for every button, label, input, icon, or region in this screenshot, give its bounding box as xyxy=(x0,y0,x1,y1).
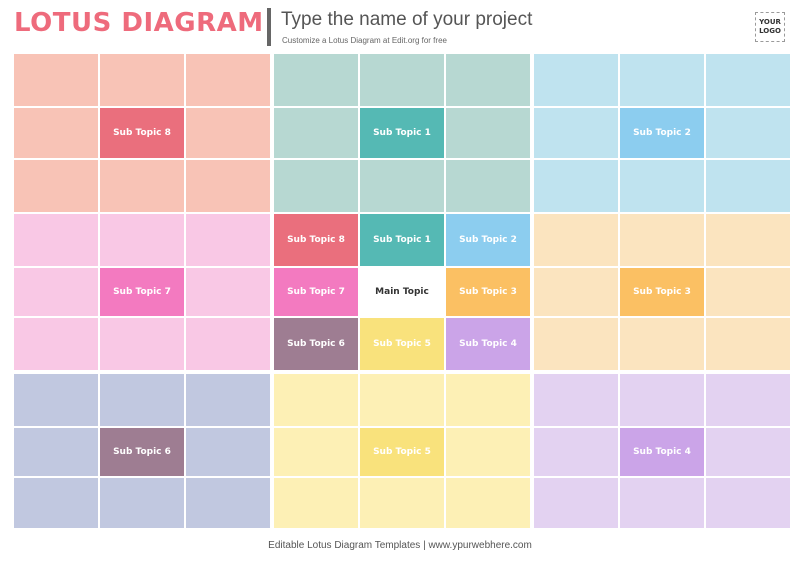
logo-text-line1: YOUR xyxy=(759,18,781,26)
block-center-topic[interactable]: Sub Topic 5 xyxy=(360,428,444,476)
idea-cell[interactable] xyxy=(100,54,184,106)
center-subtopic[interactable]: Sub Topic 7 xyxy=(274,268,358,316)
block-center-topic[interactable]: Sub Topic 1 xyxy=(360,108,444,158)
idea-cell[interactable] xyxy=(14,160,98,212)
footer-text: Editable Lotus Diagram Templates | www.y… xyxy=(268,540,532,551)
idea-cell[interactable] xyxy=(274,428,358,476)
idea-cell[interactable] xyxy=(706,478,790,528)
idea-cell[interactable] xyxy=(620,478,704,528)
idea-cell[interactable] xyxy=(446,428,530,476)
idea-cell[interactable] xyxy=(100,318,184,370)
idea-cell[interactable] xyxy=(14,478,98,528)
idea-cell[interactable] xyxy=(534,268,618,316)
idea-cell[interactable] xyxy=(186,268,270,316)
idea-cell[interactable] xyxy=(14,108,98,158)
idea-cell[interactable] xyxy=(186,374,270,426)
idea-cell[interactable] xyxy=(706,268,790,316)
idea-cell[interactable] xyxy=(274,54,358,106)
idea-cell[interactable] xyxy=(186,478,270,528)
header-divider xyxy=(267,8,271,46)
idea-cell[interactable] xyxy=(100,160,184,212)
main-topic[interactable]: Main Topic xyxy=(360,268,444,316)
idea-cell[interactable] xyxy=(14,318,98,370)
idea-cell[interactable] xyxy=(360,160,444,212)
idea-cell[interactable] xyxy=(706,428,790,476)
idea-cell[interactable] xyxy=(274,160,358,212)
idea-cell[interactable] xyxy=(186,428,270,476)
idea-cell[interactable] xyxy=(186,160,270,212)
idea-cell[interactable] xyxy=(620,54,704,106)
project-subtitle: Customize a Lotus Diagram at Edit.org fo… xyxy=(282,36,447,45)
idea-cell[interactable] xyxy=(186,108,270,158)
block-center-topic[interactable]: Sub Topic 6 xyxy=(100,428,184,476)
idea-cell[interactable] xyxy=(274,108,358,158)
idea-cell[interactable] xyxy=(14,428,98,476)
idea-cell[interactable] xyxy=(706,374,790,426)
logo-text-line2: LOGO xyxy=(759,27,781,35)
idea-cell[interactable] xyxy=(534,108,618,158)
idea-cell[interactable] xyxy=(360,54,444,106)
idea-cell[interactable] xyxy=(14,374,98,426)
idea-cell[interactable] xyxy=(706,160,790,212)
idea-cell[interactable] xyxy=(706,54,790,106)
center-subtopic[interactable]: Sub Topic 8 xyxy=(274,214,358,266)
block-center-topic[interactable]: Sub Topic 7 xyxy=(100,268,184,316)
idea-cell[interactable] xyxy=(620,318,704,370)
idea-cell[interactable] xyxy=(534,318,618,370)
diagram-title: LOTUS DIAGRAM xyxy=(14,8,264,38)
idea-cell[interactable] xyxy=(14,54,98,106)
block-center-topic[interactable]: Sub Topic 3 xyxy=(620,268,704,316)
idea-cell[interactable] xyxy=(100,214,184,266)
idea-cell[interactable] xyxy=(274,374,358,426)
idea-cell[interactable] xyxy=(620,160,704,212)
idea-cell[interactable] xyxy=(446,160,530,212)
idea-cell[interactable] xyxy=(534,428,618,476)
idea-cell[interactable] xyxy=(446,108,530,158)
idea-cell[interactable] xyxy=(186,54,270,106)
center-subtopic[interactable]: Sub Topic 4 xyxy=(446,318,530,370)
center-subtopic[interactable]: Sub Topic 2 xyxy=(446,214,530,266)
idea-cell[interactable] xyxy=(274,478,358,528)
idea-cell[interactable] xyxy=(100,374,184,426)
idea-cell[interactable] xyxy=(100,478,184,528)
idea-cell[interactable] xyxy=(186,214,270,266)
idea-cell[interactable] xyxy=(534,478,618,528)
center-subtopic[interactable]: Sub Topic 3 xyxy=(446,268,530,316)
idea-cell[interactable] xyxy=(186,318,270,370)
idea-cell[interactable] xyxy=(534,214,618,266)
idea-cell[interactable] xyxy=(446,374,530,426)
idea-cell[interactable] xyxy=(706,214,790,266)
idea-cell[interactable] xyxy=(446,54,530,106)
block-center-topic[interactable]: Sub Topic 2 xyxy=(620,108,704,158)
idea-cell[interactable] xyxy=(534,54,618,106)
project-name[interactable]: Type the name of your project xyxy=(281,9,533,30)
idea-cell[interactable] xyxy=(14,268,98,316)
center-subtopic[interactable]: Sub Topic 5 xyxy=(360,318,444,370)
idea-cell[interactable] xyxy=(360,478,444,528)
logo-placeholder[interactable]: YOUR LOGO xyxy=(755,12,785,42)
idea-cell[interactable] xyxy=(534,160,618,212)
center-subtopic[interactable]: Sub Topic 6 xyxy=(274,318,358,370)
idea-cell[interactable] xyxy=(446,478,530,528)
idea-cell[interactable] xyxy=(14,214,98,266)
idea-cell[interactable] xyxy=(706,318,790,370)
idea-cell[interactable] xyxy=(360,374,444,426)
idea-cell[interactable] xyxy=(534,374,618,426)
block-center-topic[interactable]: Sub Topic 4 xyxy=(620,428,704,476)
idea-cell[interactable] xyxy=(620,214,704,266)
idea-cell[interactable] xyxy=(620,374,704,426)
center-subtopic[interactable]: Sub Topic 1 xyxy=(360,214,444,266)
block-center-topic[interactable]: Sub Topic 8 xyxy=(100,108,184,158)
idea-cell[interactable] xyxy=(706,108,790,158)
